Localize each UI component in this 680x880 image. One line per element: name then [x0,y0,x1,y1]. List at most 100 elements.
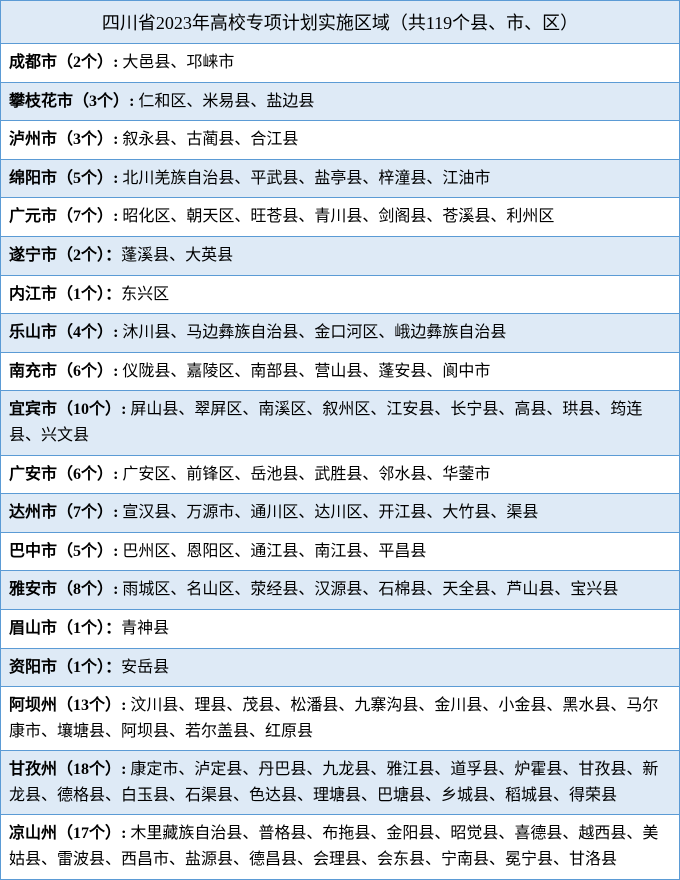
close-paren: ） [113,93,129,110]
separator: : [113,324,122,341]
county-count: 17个 [73,825,105,842]
close-paren: ） [97,286,105,303]
county-count: 6个 [73,363,97,380]
separator: : [113,170,122,187]
open-paren: （ [57,620,73,637]
county-list: 北川羌族自治县、平武县、盐亭县、梓潼县、江油市 [122,170,490,187]
county-list: 仪陇县、嘉陵区、南部县、营山县、蓬安县、阆中市 [122,363,490,380]
close-paren: ） [97,581,113,598]
open-paren: （ [57,697,73,714]
separator: : [121,761,130,778]
county-list: 沐川县、马边彝族自治县、金口河区、峨边彝族自治县 [122,324,506,341]
open-paren: （ [57,247,73,264]
table-cell: 雅安市（8个）: 雨城区、名山区、荥经县、汉源县、石棉县、天全县、芦山县、宝兴县 [1,571,680,610]
county-list: 东兴区 [121,286,169,303]
county-count: 2个 [73,54,97,71]
table-row: 攀枝花市（3个）: 仁和区、米易县、盐边县 [1,82,680,121]
open-paren: （ [57,659,73,676]
table-row: 阿坝州（13个）: 汶川县、理县、茂县、松潘县、九寨沟县、金川县、小金县、黑水县… [1,687,680,751]
separator: : [113,208,122,225]
close-paren: ） [97,54,113,71]
close-paren: ） [97,659,105,676]
table-cell: 攀枝花市（3个）: 仁和区、米易县、盐边县 [1,82,680,121]
separator: : [113,543,122,560]
table-row: 泸州市（3个）: 叙永县、古蔺县、合江县 [1,121,680,160]
table-cell: 广元市（7个）: 昭化区、朝天区、旺苍县、青川县、剑阁县、苍溪县、利州区 [1,198,680,237]
separator: : [121,825,130,842]
close-paren: ） [97,208,113,225]
table-cell: 甘孜州（18个）: 康定市、泸定县、丹巴县、九龙县、雅江县、道孚县、炉霍县、甘孜… [1,751,680,815]
city-name: 成都市 [9,54,57,71]
county-count: 6个 [73,466,97,483]
county-list: 宣汉县、万源市、通川区、达川区、开江县、大竹县、渠县 [122,504,538,521]
city-name: 泸州市 [9,131,57,148]
county-count: 5个 [73,543,97,560]
table-row: 成都市（2个）: 大邑县、邛崃市 [1,44,680,83]
close-paren: ） [97,170,113,187]
county-list: 青神县 [121,620,169,637]
city-name: 广安市 [9,466,57,483]
city-name: 南充市 [9,363,57,380]
close-paren: ） [105,761,121,778]
city-name: 眉山市 [9,620,57,637]
county-count: 1个 [73,620,97,637]
city-name: 内江市 [9,286,57,303]
county-count: 18个 [73,761,105,778]
table-row: 眉山市（1个）：青神县 [1,609,680,648]
open-paren: （ [57,581,73,598]
separator: : [121,401,130,418]
city-name: 宜宾市 [9,401,57,418]
open-paren: （ [57,286,73,303]
county-count: 2个 [73,247,97,264]
table-cell: 巴中市（5个）: 巴州区、恩阳区、通江县、南江县、平昌县 [1,532,680,571]
county-list: 巴州区、恩阳区、通江县、南江县、平昌县 [122,543,426,560]
close-paren: ） [97,131,113,148]
table-cell: 内江市（1个）：东兴区 [1,275,680,314]
table-cell: 达州市（7个）: 宣汉县、万源市、通川区、达川区、开江县、大竹县、渠县 [1,494,680,533]
table-title: 四川省2023年高校专项计划实施区域（共119个县、市、区） [1,1,680,44]
close-paren: ） [97,543,113,560]
county-count: 7个 [73,208,97,225]
table-row: 资阳市（1个）：安岳县 [1,648,680,687]
separator: : [129,93,138,110]
table-cell: 广安市（6个）: 广安区、前锋区、岳池县、武胜县、邻水县、华蓥市 [1,455,680,494]
close-paren: ） [97,504,113,521]
region-table: 四川省2023年高校专项计划实施区域（共119个县、市、区） 成都市（2个）: … [0,0,680,880]
table-cell: 资阳市（1个）：安岳县 [1,648,680,687]
table-cell: 绵阳市（5个）: 北川羌族自治县、平武县、盐亭县、梓潼县、江油市 [1,159,680,198]
table-row: 雅安市（8个）: 雨城区、名山区、荥经县、汉源县、石棉县、天全县、芦山县、宝兴县 [1,571,680,610]
city-name: 凉山州 [9,825,57,842]
city-name: 巴中市 [9,543,57,560]
table-body: 四川省2023年高校专项计划实施区域（共119个县、市、区） 成都市（2个）: … [1,1,680,880]
open-paren: （ [73,93,89,110]
table-cell: 成都市（2个）: 大邑县、邛崃市 [1,44,680,83]
county-list: 雨城区、名山区、荥经县、汉源县、石棉县、天全县、芦山县、宝兴县 [122,581,618,598]
separator: : [113,466,122,483]
open-paren: （ [57,170,73,187]
open-paren: （ [57,54,73,71]
county-list: 大邑县、邛崃市 [122,54,234,71]
city-name: 阿坝州 [9,697,57,714]
table-cell: 乐山市（4个）: 沐川县、马边彝族自治县、金口河区、峨边彝族自治县 [1,314,680,353]
county-count: 10个 [73,401,105,418]
open-paren: （ [57,543,73,560]
county-list: 安岳县 [121,659,169,676]
city-name: 甘孜州 [9,761,57,778]
table-row: 甘孜州（18个）: 康定市、泸定县、丹巴县、九龙县、雅江县、道孚县、炉霍县、甘孜… [1,751,680,815]
table-cell: 遂宁市（2个）：蓬溪县、大英县 [1,236,680,275]
county-count: 1个 [73,286,97,303]
separator: ： [105,620,121,637]
county-count: 3个 [89,93,113,110]
county-count: 5个 [73,170,97,187]
county-count: 13个 [73,697,105,714]
close-paren: ） [105,401,121,418]
close-paren: ） [105,825,121,842]
title-row: 四川省2023年高校专项计划实施区域（共119个县、市、区） [1,1,680,44]
table-row: 凉山州（17个）: 木里藏族自治县、普格县、布拖县、金阳县、昭觉县、喜德县、越西… [1,815,680,879]
table-row: 广元市（7个）: 昭化区、朝天区、旺苍县、青川县、剑阁县、苍溪县、利州区 [1,198,680,237]
table-cell: 泸州市（3个）: 叙永县、古蔺县、合江县 [1,121,680,160]
open-paren: （ [57,466,73,483]
separator: ： [105,247,121,264]
table-row: 巴中市（5个）: 巴州区、恩阳区、通江县、南江县、平昌县 [1,532,680,571]
county-count: 7个 [73,504,97,521]
